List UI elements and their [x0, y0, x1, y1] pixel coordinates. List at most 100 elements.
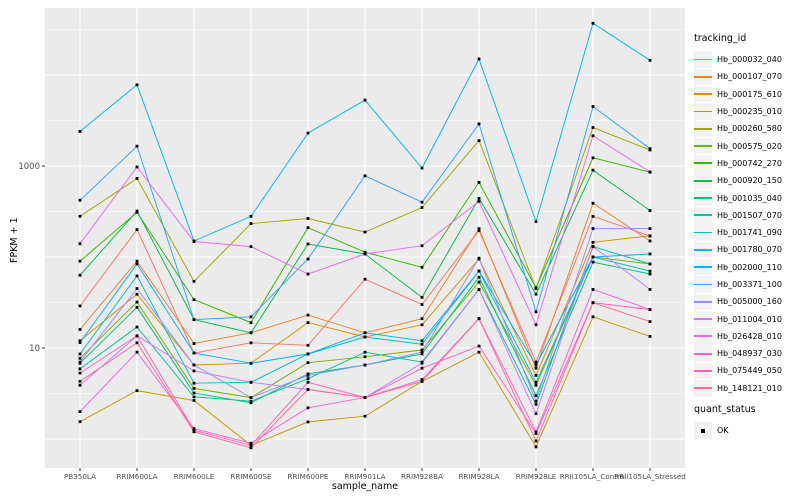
data-point [249, 446, 253, 450]
legend-item-Hb_048937_030: Hb_048937_030 [694, 345, 782, 362]
data-point [306, 313, 310, 317]
data-point [249, 361, 253, 365]
data-point [477, 229, 481, 233]
data-point [192, 351, 196, 355]
legend-item-label: Hb_001035_040 [717, 193, 782, 203]
legend-item-label: Hb_000260_580 [717, 124, 782, 134]
legend-item-Hb_000742_270: Hb_000742_270 [694, 155, 782, 172]
data-point [534, 366, 538, 370]
data-point [192, 318, 196, 322]
data-point [648, 262, 652, 266]
data-point [420, 350, 424, 354]
data-point [192, 391, 196, 395]
x-tick-label: RRII105LA_Control [560, 472, 627, 481]
data-point [78, 259, 82, 263]
data-point [420, 352, 424, 356]
data-point [420, 378, 424, 381]
legend-item-Hb_001035_040: Hb_001035_040 [694, 189, 782, 207]
legend-color-line [694, 179, 712, 182]
legend-color-line [694, 370, 712, 372]
data-point [477, 275, 481, 279]
legend-item-Hb_001507_070: Hb_001507_070 [694, 207, 782, 224]
data-point [135, 228, 139, 232]
data-point [477, 350, 481, 354]
legend-color-line [694, 58, 712, 61]
data-point [420, 317, 424, 321]
data-point [192, 298, 196, 302]
legend-item-label: Hb_002000_110 [717, 262, 782, 272]
data-point [306, 361, 310, 365]
data-point [363, 174, 367, 178]
data-point [135, 274, 139, 278]
y-axis-title: FPKM + 1 [9, 217, 20, 263]
x-tick-label: RRIM600SE [230, 472, 272, 481]
legend-item-label: Hb_000175_610 [717, 89, 782, 99]
data-point [591, 21, 595, 25]
legend-item-Hb_075449_050: Hb_075449_050 [694, 362, 782, 380]
data-point [306, 321, 310, 325]
data-point [192, 381, 196, 385]
y-tick-label: 10 [29, 344, 40, 354]
legend-item-Hb_026428_010: Hb_026428_010 [694, 328, 782, 345]
data-point [306, 131, 310, 135]
data-point [249, 401, 253, 405]
legend-key [694, 276, 712, 293]
data-point [135, 305, 139, 309]
data-point [477, 269, 481, 273]
data-point [420, 379, 424, 383]
data-point [78, 214, 82, 218]
data-point [477, 227, 481, 231]
data-point [648, 308, 652, 312]
data-point [420, 295, 424, 299]
legend-color-line [694, 283, 712, 286]
data-point [648, 239, 652, 243]
data-point [78, 360, 82, 364]
data-point [591, 105, 595, 108]
legend-color-line [694, 266, 712, 269]
x-tick-label: RRIM901LA [344, 472, 385, 481]
data-point [135, 144, 139, 148]
data-point [477, 57, 481, 61]
legend-item-label: Hb_001741_090 [717, 228, 782, 238]
data-point [534, 394, 538, 397]
data-point [306, 352, 310, 356]
data-point [591, 168, 595, 172]
legend-item-label: Hb_011004_010 [717, 314, 782, 324]
legend-item-Hb_003371_100: Hb_003371_100 [694, 276, 782, 293]
legend-color-line [694, 352, 712, 355]
legend-color-line [694, 127, 712, 130]
x-tick-label: PB350LA [64, 472, 96, 481]
data-point [192, 279, 196, 283]
legend-key [694, 293, 712, 311]
legend-item-list: Hb_000032_040 Hb_000107_070 Hb_000175_610 H… [694, 51, 782, 397]
data-point [306, 226, 310, 230]
data-point [78, 379, 82, 383]
data-point [78, 341, 82, 344]
data-point [135, 262, 139, 266]
data-point [249, 399, 253, 403]
data-point [534, 360, 538, 364]
data-point [249, 214, 253, 218]
legend-key [694, 328, 712, 345]
legend-color-line [694, 214, 712, 217]
x-axis-title: sample_name [331, 481, 399, 492]
data-point [420, 244, 424, 248]
x-tick-label: RRIM928LE [516, 472, 557, 481]
data-point [78, 198, 82, 202]
data-point [477, 197, 481, 200]
data-point [534, 380, 538, 384]
data-point [192, 428, 196, 432]
legend-color-line [694, 162, 712, 165]
data-point [648, 227, 652, 231]
legend-tracking-id: tracking_id Hb_000032_040 Hb_000107_070 Hb… [694, 33, 782, 397]
data-point [591, 255, 595, 259]
data-point [306, 372, 310, 376]
data-point [648, 320, 652, 324]
data-point [192, 399, 196, 402]
data-point [135, 325, 139, 329]
data-point [420, 339, 424, 343]
legend-item-label: Hb_000107_070 [717, 72, 782, 82]
data-point [363, 355, 367, 359]
legend-item-label: Hb_000742_270 [717, 158, 782, 168]
